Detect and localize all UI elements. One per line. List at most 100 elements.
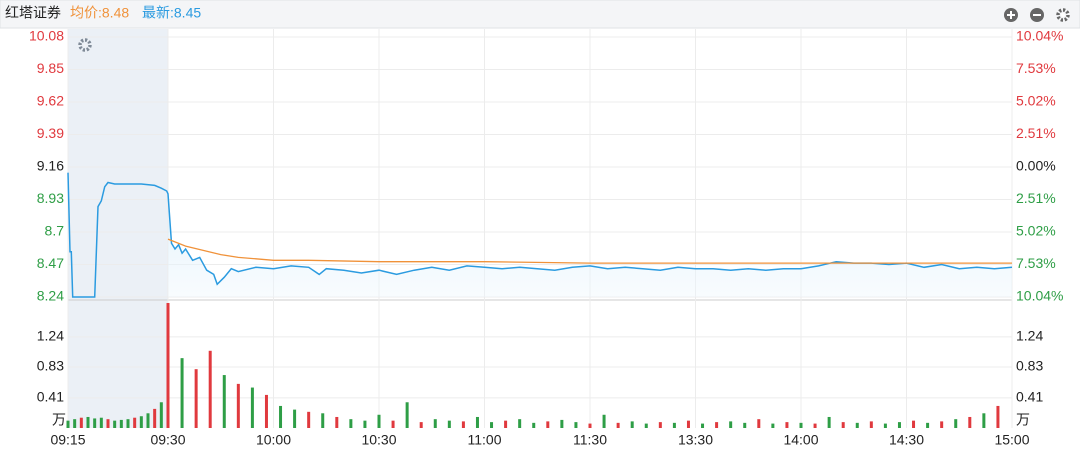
volume-bar — [133, 417, 137, 428]
volume-bar — [307, 411, 311, 428]
volume-bar — [447, 420, 451, 428]
volume-bar — [194, 369, 198, 428]
y2-tick-label: 2.51% — [1016, 190, 1056, 206]
y-tick-label: 9.16 — [37, 158, 64, 174]
x-tick-label: 10:30 — [361, 432, 396, 448]
volume-bar — [672, 422, 676, 428]
volume-bar — [968, 416, 972, 428]
volume-bar — [813, 423, 817, 428]
volume-bar — [686, 420, 690, 428]
volume-bar — [799, 422, 803, 428]
pre-auction-shade — [68, 29, 168, 428]
volume-bar — [146, 413, 150, 428]
avg-line — [167, 238, 1012, 264]
volume-bar — [560, 419, 564, 428]
zoom-in[interactable] — [1004, 8, 1018, 22]
volume-bar — [363, 420, 367, 428]
y2-tick-label: 5.02% — [1016, 223, 1056, 239]
volume-bar — [222, 375, 226, 428]
volume-bar — [391, 420, 395, 428]
y-tick-label: 9.39 — [37, 125, 64, 141]
volume-bar — [419, 422, 423, 428]
volume-bar — [106, 419, 110, 428]
unit-label: 万 — [52, 412, 66, 428]
volume-bar — [153, 408, 157, 428]
volume-bar — [321, 413, 325, 428]
volume-bar — [166, 303, 170, 428]
volume-bar — [855, 422, 859, 428]
y-tick-label-right: 0.41 — [1016, 389, 1043, 405]
volume-bar — [701, 423, 705, 428]
volume-bar — [982, 413, 986, 428]
volume-bar — [377, 414, 381, 428]
price-line — [67, 172, 1013, 298]
volume-bar — [159, 402, 163, 428]
volume-bar — [827, 416, 831, 428]
volume-bar — [869, 421, 873, 428]
y-tick-label: 8.47 — [37, 255, 64, 271]
last-price: 最新:8.45 — [142, 5, 201, 21]
settings[interactable] — [1056, 8, 1070, 22]
volume-bar — [841, 422, 845, 428]
volume-bar — [279, 405, 283, 428]
volume-bar — [771, 423, 775, 428]
volume-bar — [912, 420, 916, 428]
zoom-out[interactable] — [1030, 8, 1044, 22]
volume-bar — [504, 420, 508, 428]
y2-tick-label: 5.02% — [1016, 93, 1056, 109]
top-bar — [0, 0, 1080, 29]
volume-bar — [208, 350, 212, 428]
y2-tick-label: 10.04% — [1016, 288, 1063, 304]
volume-bar — [897, 422, 901, 428]
avg-price: 均价:8.48 — [70, 5, 129, 21]
x-tick-label: 10:00 — [256, 432, 291, 448]
gear-icon[interactable] — [78, 38, 92, 52]
stock-name: 红塔证券 — [5, 5, 61, 21]
volume-bar — [405, 402, 409, 428]
volume-bar — [785, 422, 789, 428]
volume-bar — [518, 419, 522, 428]
volume-bar — [616, 422, 620, 428]
y2-tick-label: 7.53% — [1016, 255, 1056, 271]
volume-bar — [93, 418, 97, 428]
volume-bar — [658, 422, 662, 428]
x-tick-label: 11:30 — [573, 432, 607, 448]
y2-tick-label: 10.04% — [1016, 28, 1063, 44]
x-tick-label: 13:30 — [678, 432, 713, 448]
volume-bar — [349, 419, 353, 428]
x-tick-label: 14:00 — [783, 432, 818, 448]
volume-bar — [113, 420, 117, 428]
volume-bar — [715, 422, 719, 428]
volume-bar — [588, 423, 592, 428]
volume-bar — [954, 419, 958, 428]
volume-bar — [940, 421, 944, 428]
volume-bar — [532, 422, 536, 428]
volume-bar — [73, 419, 77, 428]
price-area — [168, 193, 1012, 297]
volume-bar — [644, 423, 648, 428]
y-tick-label-right: 0.83 — [1016, 358, 1043, 374]
volume-bar — [335, 416, 339, 428]
y-tick-label: 8.93 — [37, 190, 64, 206]
y-tick-label: 0.83 — [37, 358, 64, 374]
volume-bar — [79, 417, 83, 428]
volume-bar — [757, 419, 761, 428]
volume-bar — [574, 422, 578, 428]
x-tick-label: 14:30 — [889, 432, 924, 448]
volume-bar — [546, 421, 550, 428]
y-tick-label: 0.41 — [37, 389, 64, 405]
volume-bar — [743, 422, 747, 428]
volume-bar — [475, 416, 479, 428]
volume-bar — [264, 394, 268, 428]
volume-bar — [250, 387, 254, 428]
y-tick-label: 9.62 — [37, 93, 64, 109]
x-tick-label: 11:00 — [468, 432, 502, 448]
volume-bar — [66, 420, 70, 428]
volume-bar — [139, 416, 143, 428]
y2-tick-label: 7.53% — [1016, 60, 1056, 76]
volume-bar — [236, 383, 240, 428]
volume-bar — [630, 421, 634, 428]
volume-bar — [729, 421, 733, 428]
volume-bar — [180, 358, 184, 428]
volume-bar — [490, 422, 494, 428]
